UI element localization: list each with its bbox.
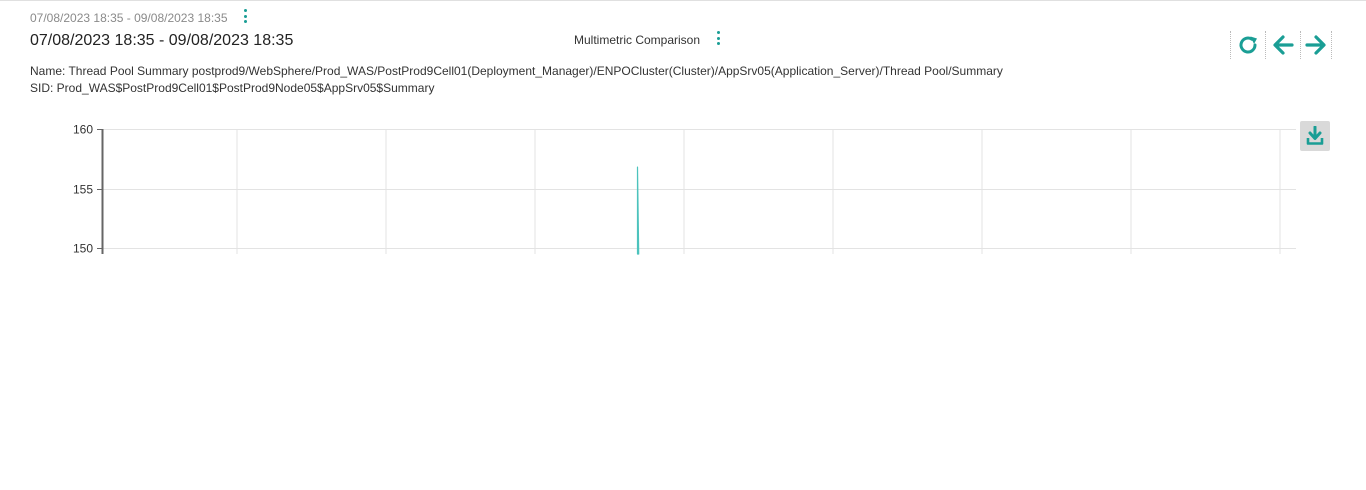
thread-pool-chart: 160 155 150 xyxy=(73,123,1296,256)
download-icon xyxy=(1306,126,1324,145)
refresh-icon xyxy=(1239,36,1257,54)
page-title-date-range: 07/08/2023 18:35 - 09/08/2023 18:35 xyxy=(30,32,294,49)
forward-button[interactable] xyxy=(1300,31,1332,59)
chart-toolbar xyxy=(1230,31,1332,59)
arrow-right-icon xyxy=(1305,35,1326,55)
y-tick-label: 150 xyxy=(73,242,93,256)
download-button[interactable] xyxy=(1300,121,1330,151)
arrow-left-icon xyxy=(1273,35,1294,55)
comparison-options-icon[interactable] xyxy=(712,30,724,46)
metric-sid: SID: Prod_WAS$PostProd9Cell01$PostProd9N… xyxy=(30,81,435,95)
series-line xyxy=(636,166,640,255)
sub-date-range: 07/08/2023 18:35 - 09/08/2023 18:35 xyxy=(30,11,228,25)
metric-info: Name: Thread Pool Summary postprod9/WebS… xyxy=(30,63,1003,97)
metric-name: Name: Thread Pool Summary postprod9/WebS… xyxy=(30,64,1003,78)
y-tick-label: 160 xyxy=(73,123,93,137)
comparison-label: Multimetric Comparison xyxy=(574,33,701,47)
back-button[interactable] xyxy=(1265,31,1300,59)
more-options-icon[interactable] xyxy=(239,8,251,24)
y-tick-label: 155 xyxy=(73,183,93,197)
refresh-button[interactable] xyxy=(1230,31,1265,59)
